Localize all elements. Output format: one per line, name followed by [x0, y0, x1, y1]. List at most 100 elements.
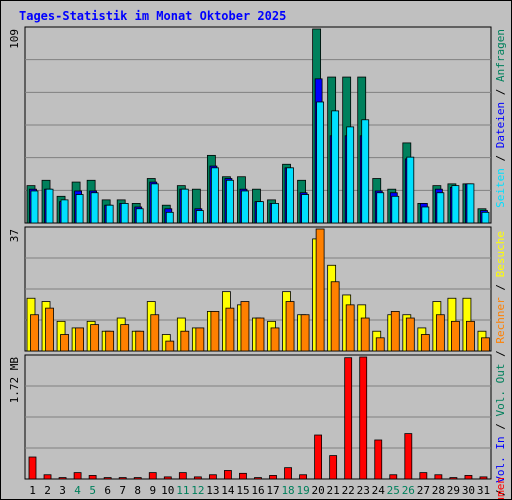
- bar-rechner-day-24: [375, 337, 385, 352]
- bar-volumen-day-20: [314, 434, 323, 480]
- day-label-14: 14: [221, 484, 235, 497]
- bar-seiten-day-30: [466, 183, 475, 224]
- bar-seiten-day-15: [241, 190, 249, 224]
- bar-volumen-day-25: [389, 474, 398, 480]
- legend-bottom: Volumen: [494, 477, 507, 499]
- bar-seiten-day-29: [451, 185, 460, 224]
- bar-rechner-day-21: [330, 281, 340, 352]
- bar-rechner-day-19: [300, 314, 310, 352]
- day-label-1: 1: [29, 484, 36, 497]
- bar-volumen-day-22: [344, 357, 353, 480]
- bar-rechner-day-28: [435, 314, 445, 352]
- day-label-18: 18: [281, 484, 294, 497]
- bar-seiten-day-27: [421, 206, 430, 224]
- bar-rechner-day-25: [390, 311, 400, 352]
- bar-seiten-day-6: [105, 204, 114, 224]
- day-label-21: 21: [327, 484, 340, 497]
- day-label-22: 22: [342, 484, 355, 497]
- bar-seiten-day-18: [286, 167, 294, 224]
- bar-rechner-day-26: [405, 317, 415, 352]
- legend-item: /: [494, 89, 507, 102]
- legend-item: Anfragen: [494, 29, 507, 89]
- bar-rechner-day-7: [120, 324, 130, 352]
- bar-rechner-day-3: [60, 334, 69, 352]
- bar-volumen-day-14: [224, 470, 232, 480]
- bar-rechner-day-31: [481, 337, 490, 352]
- day-label-15: 15: [236, 484, 249, 497]
- bar-seiten-day-31: [481, 211, 490, 224]
- bar-volumen-day-18: [284, 467, 292, 480]
- bar-seiten-day-28: [436, 192, 445, 224]
- bar-volumen-day-24: [374, 439, 383, 480]
- bar-rechner-day-12: [195, 327, 205, 352]
- bar-seiten-day-26: [406, 156, 415, 224]
- bar-rechner-day-2: [45, 307, 54, 352]
- bar-volumen-day-29: [449, 477, 458, 480]
- legend-top: Seiten / Dateien / Anfragen: [494, 29, 507, 208]
- bar-rechner-day-22: [345, 304, 355, 352]
- day-label-31: 31: [477, 484, 490, 497]
- day-label-5: 5: [89, 484, 96, 497]
- bar-volumen-day-1: [28, 456, 37, 480]
- day-label-23: 23: [357, 484, 370, 497]
- bar-rechner-day-5: [90, 324, 100, 352]
- bar-volumen-day-2: [43, 474, 52, 480]
- bar-rechner-day-23: [360, 317, 370, 352]
- bar-rechner-day-9: [150, 314, 160, 352]
- bar-rechner-day-11: [180, 330, 190, 352]
- day-label-16: 16: [251, 484, 264, 497]
- bar-seiten-day-13: [210, 167, 219, 224]
- y-axis-max-label-2: 37: [8, 229, 21, 242]
- day-label-6: 6: [104, 484, 111, 497]
- day-label-7: 7: [119, 484, 126, 497]
- legend-item: Besuche: [494, 231, 507, 284]
- bar-rechner-day-13: [210, 311, 220, 352]
- bar-seiten-day-25: [391, 195, 400, 224]
- day-label-25: 25: [387, 484, 400, 497]
- bar-seiten-day-20: [316, 101, 325, 224]
- day-label-30: 30: [462, 484, 475, 497]
- legend-item: Rechner: [494, 297, 507, 350]
- bar-seiten-day-7: [120, 203, 129, 224]
- legend-item: /: [494, 155, 507, 168]
- bar-rechner-day-27: [420, 334, 430, 352]
- bar-volumen-day-21: [329, 455, 338, 480]
- bar-rechner-day-15: [240, 301, 250, 352]
- bar-volumen-day-7: [118, 477, 127, 480]
- bar-rechner-day-16: [255, 317, 265, 352]
- day-label-13: 13: [206, 484, 219, 497]
- bar-seiten-day-5: [90, 192, 99, 224]
- day-label-29: 29: [447, 484, 460, 497]
- bar-volumen-day-31: [479, 476, 488, 480]
- bar-seiten-day-10: [165, 211, 174, 224]
- bar-volumen-day-9: [148, 472, 157, 480]
- day-label-2: 2: [44, 484, 51, 497]
- bar-volumen-day-3: [58, 477, 67, 480]
- bar-rechner-day-4: [75, 327, 84, 352]
- bar-seiten-day-23: [361, 119, 370, 224]
- bar-seiten-day-2: [45, 188, 54, 224]
- day-label-10: 10: [161, 484, 174, 497]
- bar-rechner-day-8: [135, 330, 145, 352]
- bar-seiten-day-1: [30, 190, 39, 224]
- legend-item: Dateien: [494, 102, 507, 155]
- legend-item: /: [494, 423, 507, 436]
- day-label-3: 3: [59, 484, 66, 497]
- bar-seiten-day-21: [331, 110, 340, 224]
- bar-volumen-day-6: [103, 477, 112, 480]
- y-axis-max-label-3: 1.72 MB: [8, 357, 21, 404]
- legend-item: Seiten: [494, 168, 507, 208]
- bar-volumen-day-28: [434, 474, 443, 480]
- bar-volumen-day-16: [254, 477, 262, 480]
- day-label-20: 20: [312, 484, 325, 497]
- bar-rechner-day-30: [466, 320, 475, 352]
- bar-seiten-day-24: [376, 192, 385, 224]
- day-label-28: 28: [432, 484, 445, 497]
- bar-rechner-day-14: [225, 307, 235, 352]
- day-label-17: 17: [266, 484, 279, 497]
- legend-item: /: [494, 489, 507, 496]
- bar-volumen-day-26: [404, 433, 413, 480]
- bar-volumen-day-15: [239, 472, 247, 480]
- bar-seiten-day-22: [346, 126, 355, 224]
